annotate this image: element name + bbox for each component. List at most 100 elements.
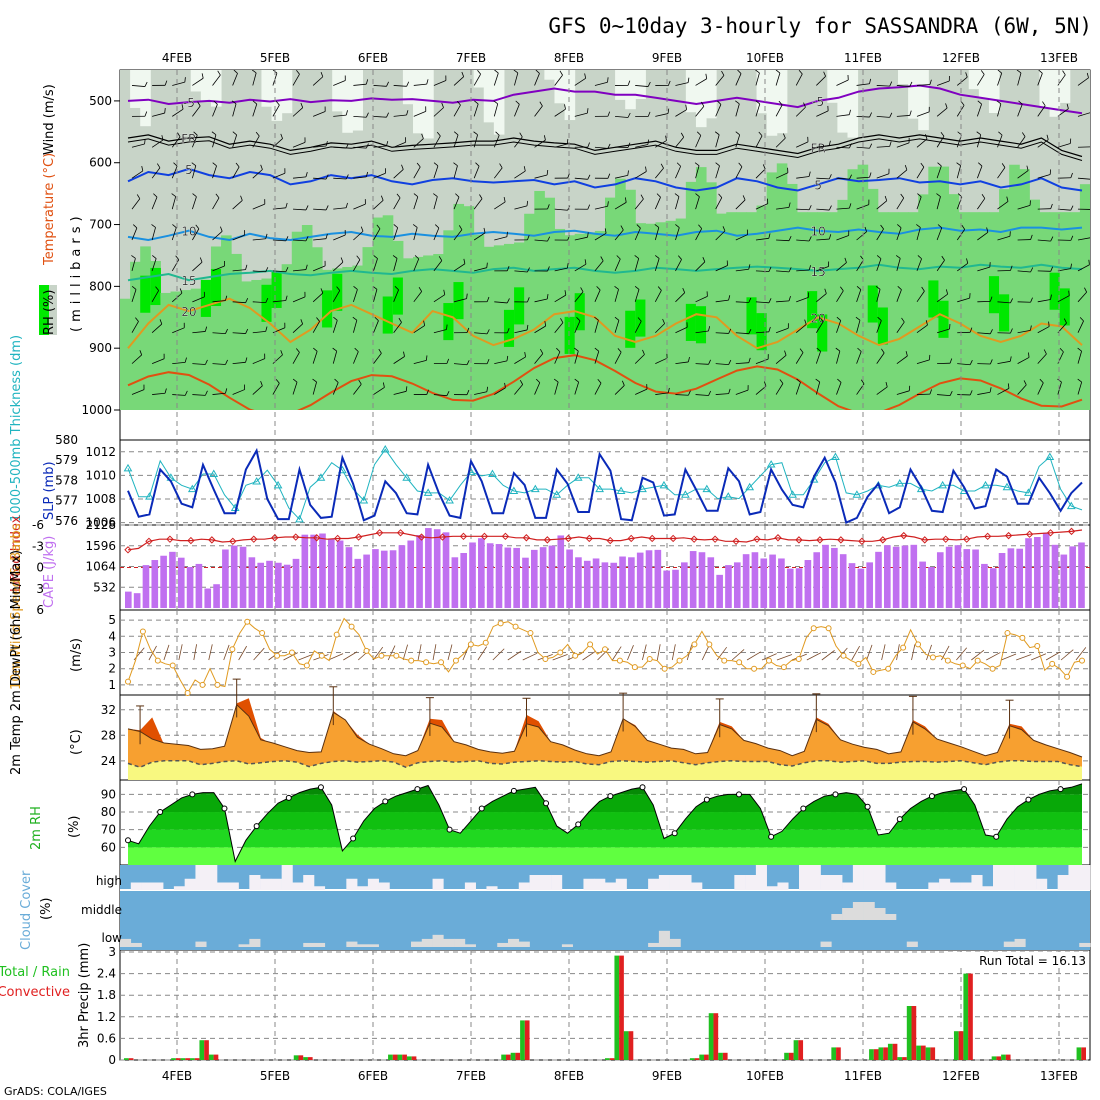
wind-barb-flag [325,174,329,180]
precip-ylabel: 3hr Precip (mm) [77,943,92,1048]
wind-barb [715,197,723,210]
wind-barb [131,321,139,333]
wind-barb-flag [394,286,399,291]
precip-conv-bar [505,1054,511,1060]
rh-dry-patch [210,70,222,107]
wind-barb [997,134,1003,148]
wind-barb-flag [1030,234,1033,240]
wind-barb-flag [366,112,369,118]
cloud-level-low: low [102,931,123,945]
rh-dry-patch [615,70,626,100]
wind-barb [433,227,440,241]
cape-bar [301,534,309,608]
wind-barb-flag [506,298,510,304]
wind10m-line-point [139,628,146,635]
rh2m-point [768,833,775,840]
wind-barb [333,80,346,86]
cloud-low-bar [669,938,681,947]
wind10m-line-point [169,662,176,669]
wind-barb-flag [135,317,139,322]
precip-conv-bar [911,1006,917,1060]
wind-barb-flag [687,77,690,83]
wind-barb [856,320,861,333]
cape-bar [1078,542,1085,608]
contour-label--5: -5 [812,95,824,109]
wind-barb-flag [564,104,566,110]
wind-barb-flag [436,131,441,137]
rh2m-point [800,805,807,812]
wind-barb [1057,208,1071,211]
wind10m-line-point [318,652,325,659]
cape-bar [592,558,600,608]
wind-barb-flag [634,285,640,290]
wind-barb [776,270,790,273]
wind-barb-flag [587,142,590,148]
wind-barb-flag [1088,259,1090,265]
wind-barb-flag [446,391,450,396]
cape-bar [292,558,300,608]
wind-barb-flag [466,389,470,395]
wind10m-barb [866,644,873,661]
wind-barb [876,115,890,118]
wind10m-line-point [408,657,415,664]
precip-conv-bar [204,1040,209,1060]
wind-barb [373,85,387,87]
wind10m-barb [1075,647,1087,661]
rh-moist-column [655,222,667,410]
wind-barb-flag [900,193,905,199]
wind-barb-flag [466,293,468,299]
thickness-line-point [981,480,990,489]
wind-barb [393,390,407,395]
wind-barb [936,328,950,334]
wind-barb [393,258,398,272]
wind-barb [252,358,265,365]
wind-barb [373,289,378,302]
cloud-middle-bar [831,914,843,920]
rh2m-unit: (%) [67,816,82,839]
rh-moist-column [1019,169,1030,410]
wind10m-line-point [944,657,951,664]
wind-barb [1057,295,1070,303]
wind10m-barb [926,644,932,661]
wind-barb [1037,326,1050,334]
rh2m-point [961,786,968,793]
wind-barb [212,74,221,86]
precip-total-bar [510,1052,516,1060]
wind-barb [976,103,982,117]
slp-label: SLP (mb) [42,461,57,520]
wind-barb [675,259,682,272]
wind-barb-flag [803,102,806,108]
rh-moist-column [372,217,384,410]
wind-barb-flag [1050,236,1054,242]
wind-barb-flag [434,224,440,229]
wind-barb-flag [607,173,611,179]
cape-bar [848,563,856,608]
wind-barb-flag [506,231,508,237]
precip-conv-bar [996,1056,1002,1060]
wind-barb [212,231,223,241]
wind-barb [473,198,483,210]
wind-barb-flag [1007,383,1010,389]
wind-barb [755,203,768,210]
precip-conv-bar [788,1052,794,1060]
wind-barb [393,197,401,210]
wind-barb-flag [945,289,949,295]
wind-barb-flag [597,379,602,384]
wind-barb [413,291,422,303]
wind-barb [1077,237,1090,241]
wind-barb [675,394,689,396]
wind-barb-flag [998,131,1003,136]
rh2m-point [671,830,678,837]
cape-bar [698,552,706,608]
wind-barb [977,391,991,395]
wind-barb-flag [285,202,288,208]
wind-barb [192,77,204,86]
temp-label: Temperature (°C) [42,153,57,266]
wind-barb [816,208,830,211]
cape-bar [619,556,626,608]
wind-barb-flag [695,193,700,197]
wind-barb [131,198,141,210]
rh-moist-column [726,212,737,410]
wind-barb [252,238,266,241]
cloud-high-bar [658,875,670,890]
